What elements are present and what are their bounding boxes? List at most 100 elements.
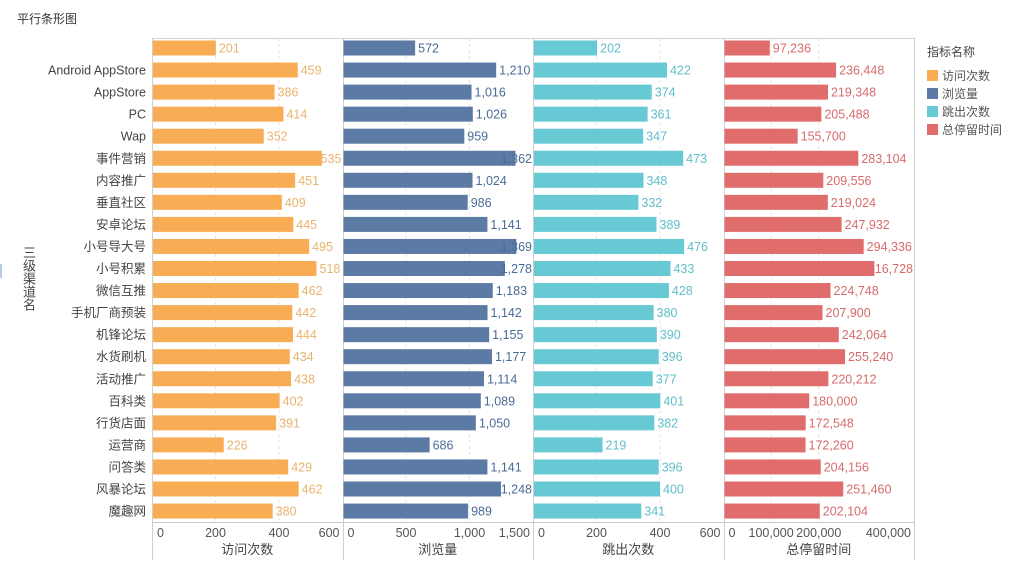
bar[interactable] [153, 305, 293, 321]
bar[interactable] [724, 283, 831, 299]
bar[interactable] [343, 283, 493, 299]
bar[interactable] [724, 349, 846, 365]
bar[interactable] [534, 62, 667, 78]
bar[interactable] [724, 40, 770, 56]
bar[interactable] [343, 172, 473, 188]
bar[interactable] [534, 261, 671, 276]
bar[interactable] [343, 393, 481, 409]
bar[interactable] [724, 327, 839, 343]
data-label: 1,248 [501, 483, 532, 497]
bar[interactable] [534, 459, 659, 475]
data-label: 476 [687, 240, 708, 254]
bar[interactable] [153, 371, 292, 387]
bar[interactable] [534, 283, 669, 299]
bar[interactable] [724, 150, 859, 166]
bar[interactable] [724, 415, 806, 431]
bar[interactable] [534, 437, 603, 453]
legend-item-total-stay-time[interactable]: 总停留时间 [927, 120, 1002, 138]
data-label: 422 [670, 64, 691, 78]
bar[interactable] [343, 327, 490, 343]
bar[interactable] [343, 481, 501, 497]
bar[interactable] [724, 62, 837, 78]
bar[interactable] [153, 503, 273, 519]
bar[interactable] [153, 437, 224, 453]
bar[interactable] [153, 327, 293, 343]
bar[interactable] [534, 305, 654, 321]
bar[interactable] [534, 371, 653, 387]
legend-item-pageviews[interactable]: 浏览量 [927, 84, 1002, 102]
bar[interactable] [724, 238, 864, 254]
bar[interactable] [724, 216, 842, 232]
bar[interactable] [153, 128, 264, 144]
bar[interactable] [534, 84, 652, 100]
bar[interactable] [153, 459, 289, 475]
bar[interactable] [724, 503, 820, 519]
bar[interactable] [724, 371, 829, 387]
bar[interactable] [534, 128, 644, 144]
bar[interactable] [343, 305, 488, 321]
data-label: 348 [646, 174, 667, 188]
bar[interactable] [724, 84, 828, 100]
data-label: 429 [291, 460, 312, 474]
bar[interactable] [153, 415, 277, 431]
bar[interactable] [153, 238, 310, 254]
bar[interactable] [153, 106, 284, 122]
bar[interactable] [343, 261, 505, 276]
data-label: 572 [418, 42, 439, 56]
bar[interactable] [534, 503, 642, 519]
bar[interactable] [153, 283, 299, 299]
bar[interactable] [153, 393, 280, 409]
legend-item-visits[interactable]: 访问次数 [927, 66, 1002, 84]
bar[interactable] [343, 216, 488, 232]
bar[interactable] [343, 459, 488, 475]
bar[interactable] [343, 238, 517, 254]
bar[interactable] [724, 393, 810, 409]
bar[interactable] [153, 40, 216, 56]
bar[interactable] [534, 150, 684, 166]
bar[interactable] [153, 84, 275, 100]
bar[interactable] [343, 437, 430, 453]
bar[interactable] [343, 40, 416, 56]
bar[interactable] [153, 481, 299, 497]
bar[interactable] [343, 194, 468, 210]
bar[interactable] [724, 305, 823, 321]
bar[interactable] [343, 349, 492, 365]
bar[interactable] [534, 415, 655, 431]
bar[interactable] [534, 327, 657, 343]
bar[interactable] [534, 194, 639, 210]
bar[interactable] [724, 437, 806, 453]
bar[interactable] [153, 216, 294, 232]
bar[interactable] [724, 194, 828, 210]
bar[interactable] [534, 106, 648, 122]
bar[interactable] [153, 172, 296, 188]
bar[interactable] [343, 503, 469, 519]
bar[interactable] [724, 459, 821, 475]
bar[interactable] [724, 106, 822, 122]
bar[interactable] [343, 84, 472, 100]
category-label: 魔趣网 [108, 504, 146, 519]
legend-item-bounces[interactable]: 跳出次数 [927, 102, 1002, 120]
bar[interactable] [343, 415, 476, 431]
bar[interactable] [153, 62, 298, 78]
bar[interactable] [153, 194, 282, 210]
bar[interactable] [534, 238, 685, 254]
bar[interactable] [724, 261, 875, 276]
bar[interactable] [343, 128, 465, 144]
bar[interactable] [343, 62, 497, 78]
bar[interactable] [343, 106, 473, 122]
bar[interactable] [534, 216, 657, 232]
bar[interactable] [153, 150, 322, 166]
bar[interactable] [534, 172, 644, 188]
side-collapse-handle[interactable] [0, 264, 2, 278]
bar[interactable] [153, 349, 290, 365]
bar[interactable] [724, 172, 824, 188]
bar[interactable] [534, 481, 660, 497]
bar[interactable] [724, 128, 798, 144]
bar[interactable] [534, 349, 659, 365]
bar[interactable] [343, 150, 516, 166]
bar[interactable] [343, 371, 484, 387]
bar[interactable] [534, 40, 598, 56]
bar[interactable] [153, 261, 317, 276]
bar[interactable] [724, 481, 844, 497]
bar[interactable] [534, 393, 661, 409]
